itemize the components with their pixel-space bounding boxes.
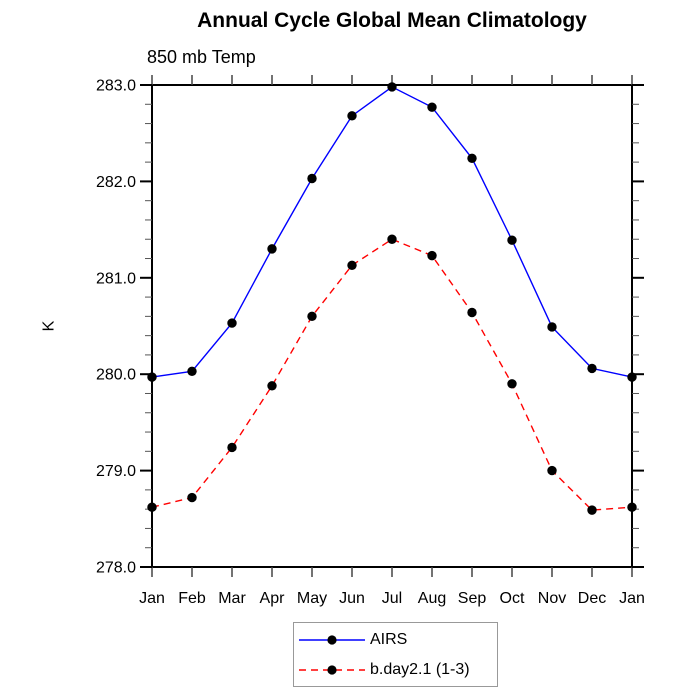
series-marker-0: [387, 82, 397, 92]
series-marker-0: [507, 235, 517, 245]
series-marker-0: [427, 102, 437, 112]
series-marker-1: [227, 442, 237, 453]
dashed-line-marker-sample-icon: [299, 664, 365, 675]
chart-title: Annual Cycle Global Mean Climatology: [197, 9, 587, 32]
legend-item-bday: b.day2.1 (1-3): [294, 657, 497, 683]
series-marker-1: [267, 381, 277, 391]
y-tick-label: 279.0: [96, 463, 136, 480]
x-tick-label: Mar: [218, 590, 246, 607]
x-tick-label: May: [297, 590, 327, 607]
series-line-0: [151, 86, 633, 378]
legend-label: AIRS: [370, 630, 408, 648]
x-tick-label: Feb: [178, 590, 206, 607]
axis-frame: [151, 84, 633, 568]
x-tick-label: Sep: [458, 590, 487, 607]
y-tick-label: 278.0: [96, 560, 136, 577]
series-marker-1: [307, 311, 317, 322]
legend-item-airs: AIRS: [294, 627, 497, 653]
series-line-1: [151, 238, 633, 511]
series-marker-1: [427, 250, 437, 261]
series-marker-1: [187, 492, 197, 503]
series-marker-1: [587, 505, 597, 515]
x-tick-label: Jan: [619, 590, 645, 607]
series-marker-1: [467, 307, 477, 318]
series-marker-1: [147, 502, 157, 512]
x-tick-label: Dec: [578, 590, 606, 607]
series-marker-0: [227, 318, 237, 328]
series-marker-1: [387, 234, 397, 244]
y-tick-label: 282.0: [96, 174, 136, 191]
line-marker-sample-icon: [299, 634, 365, 645]
series-marker-0: [307, 173, 317, 184]
series-marker-0: [547, 322, 557, 332]
series-marker-0: [267, 244, 277, 254]
series-marker-0: [627, 372, 637, 382]
legend-label: b.day2.1 (1-3): [370, 660, 470, 678]
y-tick-label: 280.0: [96, 367, 136, 384]
x-tick-label: Oct: [500, 590, 525, 607]
x-tick-label: Jul: [382, 590, 402, 607]
y-tick-label: 281.0: [96, 270, 136, 287]
x-tick-label: Jan: [139, 590, 165, 607]
y-tick-label: 283.0: [96, 78, 136, 95]
x-tick-label: Nov: [538, 590, 566, 607]
legend: AIRS b.day2.1 (1-3): [293, 622, 498, 687]
series-marker-0: [187, 366, 197, 377]
x-tick-label: Apr: [260, 590, 286, 607]
series-marker-0: [347, 111, 357, 121]
series-marker-1: [507, 379, 517, 389]
series-marker-0: [467, 153, 477, 163]
series-marker-1: [627, 502, 637, 512]
series-marker-0: [587, 363, 597, 374]
x-tick-label: Aug: [418, 590, 446, 607]
series-marker-0: [147, 372, 157, 382]
chart-subtitle: 850 mb Temp: [147, 47, 256, 67]
x-tick-label: Jun: [339, 590, 365, 607]
series-marker-1: [547, 465, 557, 476]
series-marker-1: [347, 260, 357, 270]
